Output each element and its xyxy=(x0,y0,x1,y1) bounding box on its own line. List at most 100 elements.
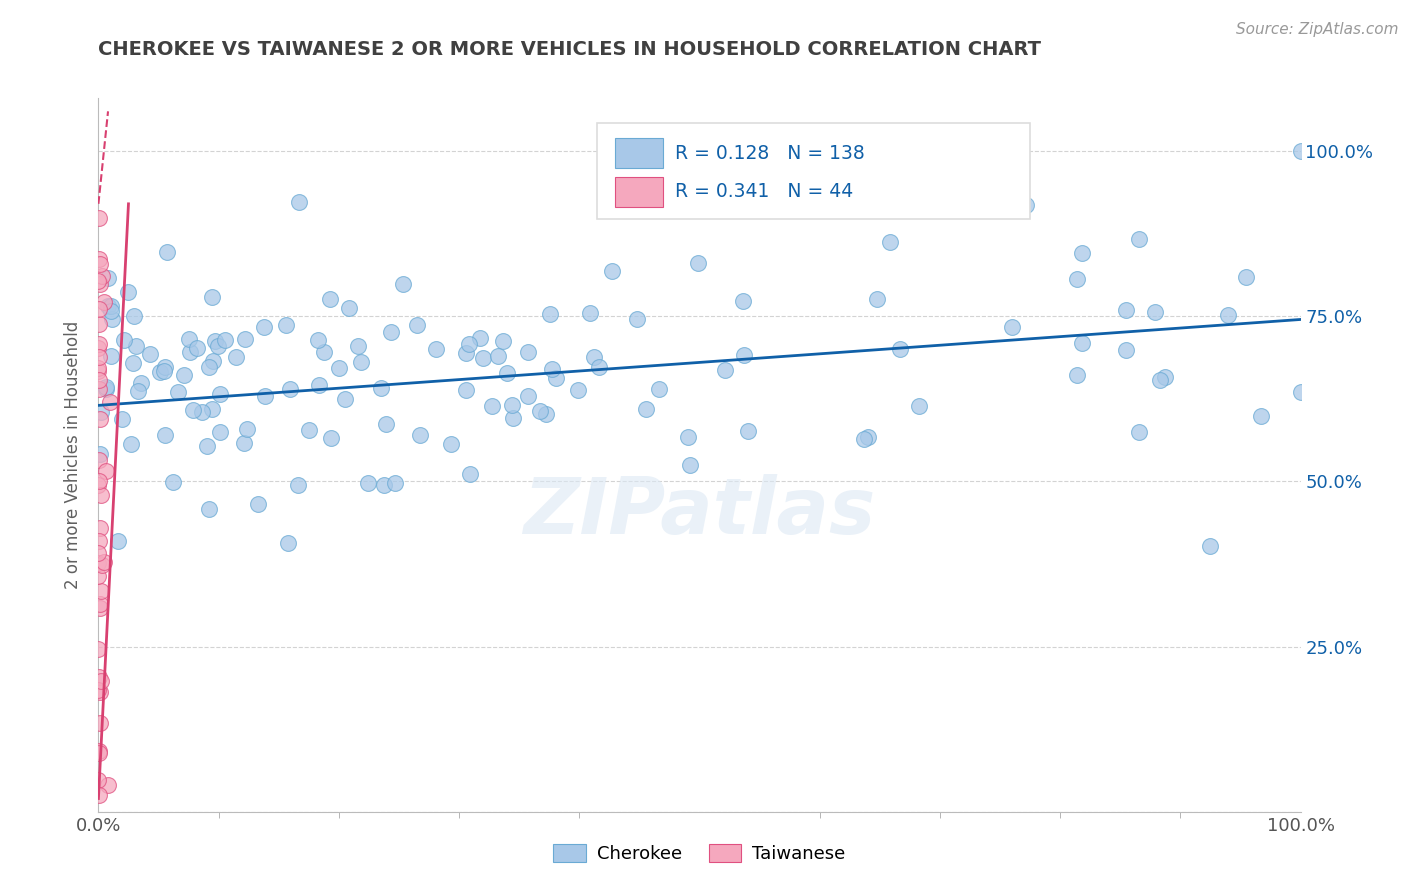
Point xyxy=(321,431,343,445)
Point xyxy=(97,778,120,792)
Point xyxy=(87,772,110,787)
Point xyxy=(90,405,112,419)
Point xyxy=(87,641,110,656)
Point xyxy=(179,344,201,359)
Point xyxy=(101,311,124,326)
Point xyxy=(287,478,309,492)
Point xyxy=(374,417,396,431)
Point xyxy=(588,359,610,374)
Point xyxy=(98,394,121,409)
Point xyxy=(100,299,122,313)
Point xyxy=(204,334,226,348)
Point xyxy=(89,447,111,461)
Point xyxy=(225,351,247,365)
Point xyxy=(89,373,111,387)
Point xyxy=(236,422,259,436)
Point xyxy=(287,194,309,209)
Point xyxy=(246,497,269,511)
Point xyxy=(1289,385,1312,400)
Point xyxy=(734,347,756,361)
Point xyxy=(100,304,122,318)
Point xyxy=(87,478,110,492)
Point xyxy=(96,465,118,479)
Point xyxy=(89,715,111,730)
Point xyxy=(1015,198,1038,212)
Point xyxy=(538,308,561,322)
Point xyxy=(198,501,221,516)
Point xyxy=(87,252,110,267)
Point xyxy=(162,475,184,489)
Point xyxy=(481,399,503,413)
FancyBboxPatch shape xyxy=(598,123,1031,219)
Point xyxy=(87,382,110,396)
Point xyxy=(516,344,538,359)
Point xyxy=(1234,270,1257,285)
Point xyxy=(1154,370,1177,384)
Point xyxy=(534,407,557,421)
Point xyxy=(127,384,149,398)
Point xyxy=(676,430,699,444)
Point xyxy=(153,359,176,374)
Point xyxy=(456,383,478,397)
Point xyxy=(457,336,479,351)
Point xyxy=(87,211,110,225)
Bar xyxy=(616,138,664,168)
Text: ZIPatlas: ZIPatlas xyxy=(523,474,876,550)
Point xyxy=(87,341,110,355)
Point xyxy=(1149,373,1171,387)
Point xyxy=(583,350,606,364)
Point xyxy=(392,277,415,292)
Point xyxy=(87,744,110,758)
Point xyxy=(111,412,134,426)
Point xyxy=(486,350,509,364)
Point xyxy=(440,437,463,451)
Point xyxy=(87,682,110,697)
Point xyxy=(492,334,515,348)
Point xyxy=(93,294,115,309)
Point xyxy=(89,412,111,426)
Point xyxy=(89,277,111,292)
Point xyxy=(167,385,190,400)
Point xyxy=(156,245,179,260)
Point xyxy=(1066,368,1088,383)
Point xyxy=(177,332,200,346)
Point xyxy=(406,318,429,333)
Point xyxy=(97,299,120,313)
Text: R = 0.128   N = 138: R = 0.128 N = 138 xyxy=(675,144,865,162)
Point xyxy=(335,392,357,407)
Point xyxy=(186,341,208,355)
Point xyxy=(87,788,110,802)
Point xyxy=(384,475,406,490)
Point xyxy=(87,453,110,467)
Point xyxy=(183,403,205,417)
Point xyxy=(648,382,671,396)
Point xyxy=(89,684,111,698)
Point xyxy=(90,558,112,572)
Point xyxy=(253,389,276,403)
Point xyxy=(87,317,110,331)
Point xyxy=(737,424,759,438)
Point xyxy=(370,381,392,395)
Point xyxy=(87,557,110,571)
Point xyxy=(686,256,709,270)
Point xyxy=(866,292,889,306)
Point xyxy=(636,402,658,417)
Point xyxy=(87,364,110,378)
Point xyxy=(373,478,395,492)
Point xyxy=(516,389,538,403)
Point xyxy=(87,274,110,288)
Point xyxy=(153,364,176,378)
Point xyxy=(1289,144,1312,158)
Point xyxy=(1216,309,1239,323)
Point xyxy=(276,318,298,333)
Point xyxy=(89,351,111,365)
Point xyxy=(201,290,224,304)
Point xyxy=(458,467,481,481)
Point xyxy=(87,546,110,560)
Y-axis label: 2 or more Vehicles in Household: 2 or more Vehicles in Household xyxy=(65,321,83,589)
Point xyxy=(202,353,225,368)
Point xyxy=(1143,304,1166,318)
Point xyxy=(328,361,350,376)
Point xyxy=(408,427,430,442)
Point xyxy=(117,285,139,299)
